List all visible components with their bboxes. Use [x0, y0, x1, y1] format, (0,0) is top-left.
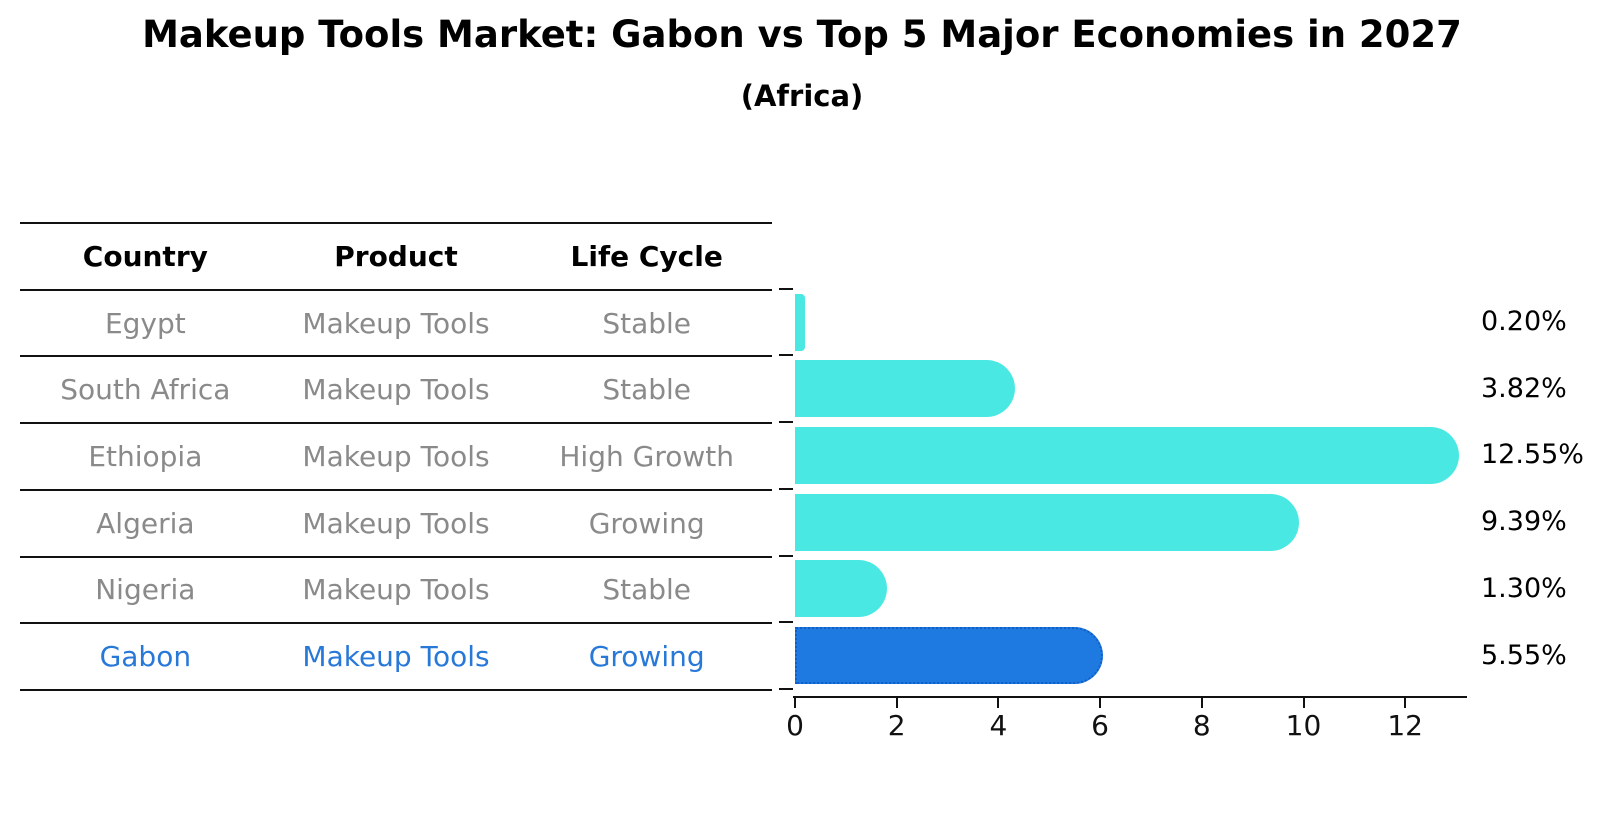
table-cell-product: Makeup Tools: [302, 573, 490, 607]
x-axis-tick-label: 10: [1285, 709, 1322, 742]
value-label-ethiopia: 12.55%: [1481, 439, 1584, 471]
value-label-gabon: 5.55%: [1481, 639, 1567, 671]
table-cell-life-cycle: High Growth: [559, 439, 734, 473]
table-row-gabon: Gabon Makeup Tools Growing: [20, 624, 772, 691]
x-axis-tick: [1404, 698, 1407, 708]
table-row-nigeria: Nigeria Makeup Tools Stable: [20, 558, 772, 625]
table-header-cell: Country: [82, 239, 208, 273]
y-axis-tick: [779, 487, 793, 490]
chart-title: Makeup Tools Market: Gabon vs Top 5 Majo…: [142, 13, 1462, 56]
x-axis-tick: [1200, 698, 1203, 708]
x-axis-tick: [895, 698, 898, 708]
y-axis-tick: [779, 554, 793, 557]
table-cell-country: Egypt: [104, 306, 186, 340]
x-axis-tick-label: 2: [887, 709, 906, 742]
x-axis-tick: [1302, 698, 1305, 708]
bar-south-africa: [795, 360, 1016, 418]
x-axis-tick-label: 8: [1192, 709, 1211, 742]
bar-nigeria: [795, 560, 888, 618]
table-cell-product: Makeup Tools: [302, 439, 490, 473]
table-header-cell: Product: [334, 239, 458, 273]
table-cell-life-cycle: Stable: [602, 373, 692, 407]
bar-algeria: [795, 493, 1299, 551]
table-cell-product: Makeup Tools: [302, 373, 490, 407]
value-label-egypt: 0.20%: [1481, 306, 1567, 338]
x-axis-tick: [1099, 698, 1102, 708]
x-axis-tick-label: 4: [989, 709, 1008, 742]
table-row-egypt: Egypt Makeup Tools Stable: [20, 291, 772, 358]
y-axis-tick: [779, 354, 793, 357]
value-label-south-africa: 3.82%: [1481, 372, 1567, 404]
table-cell-product: Makeup Tools: [302, 640, 490, 674]
x-axis-tick-label: 0: [786, 709, 804, 742]
value-label-nigeria: 1.30%: [1481, 572, 1567, 604]
table-cell-country: South Africa: [60, 373, 231, 407]
table-cell-life-cycle: Growing: [588, 640, 705, 674]
x-axis-tick-label: 6: [1091, 709, 1109, 742]
table-row-south-africa: South Africa Makeup Tools Stable: [20, 357, 772, 425]
bar-ethiopia: [795, 426, 1460, 484]
table-cell-product: Makeup Tools: [302, 306, 490, 340]
x-axis-line: [793, 696, 1467, 698]
country-table: Country Product Life Cycle Egypt Makeup Tool…: [20, 222, 772, 691]
table-row-algeria: Algeria Makeup Tools Growing: [20, 491, 772, 558]
table-row-ethiopia: Ethiopia Makeup Tools High Growth: [20, 424, 772, 491]
table-header-row: Country Product Life Cycle: [20, 224, 772, 291]
chart-subtitle: (Africa): [740, 79, 864, 113]
y-axis-tick: [779, 287, 793, 290]
y-axis-tick: [779, 687, 793, 690]
bar-egypt: [795, 293, 806, 351]
y-axis-tick: [779, 621, 793, 624]
y-axis-tick: [779, 421, 793, 424]
table-cell-product: Makeup Tools: [302, 506, 490, 540]
value-label-algeria: 9.39%: [1481, 506, 1567, 538]
table-cell-life-cycle: Growing: [588, 506, 705, 540]
x-axis-tick: [794, 698, 796, 708]
table-cell-life-cycle: Stable: [602, 573, 692, 607]
table-cell-country: Gabon: [99, 640, 192, 674]
table-cell-country: Nigeria: [95, 573, 196, 607]
table-cell-country: Algeria: [96, 506, 195, 540]
table-header-cell: Life Cycle: [570, 239, 723, 273]
x-axis-tick-label: 12: [1387, 709, 1423, 742]
bar-gabon: [795, 627, 1104, 685]
x-axis-tick: [997, 698, 1000, 708]
table-cell-life-cycle: Stable: [602, 306, 692, 340]
table-cell-country: Ethiopia: [88, 439, 203, 473]
